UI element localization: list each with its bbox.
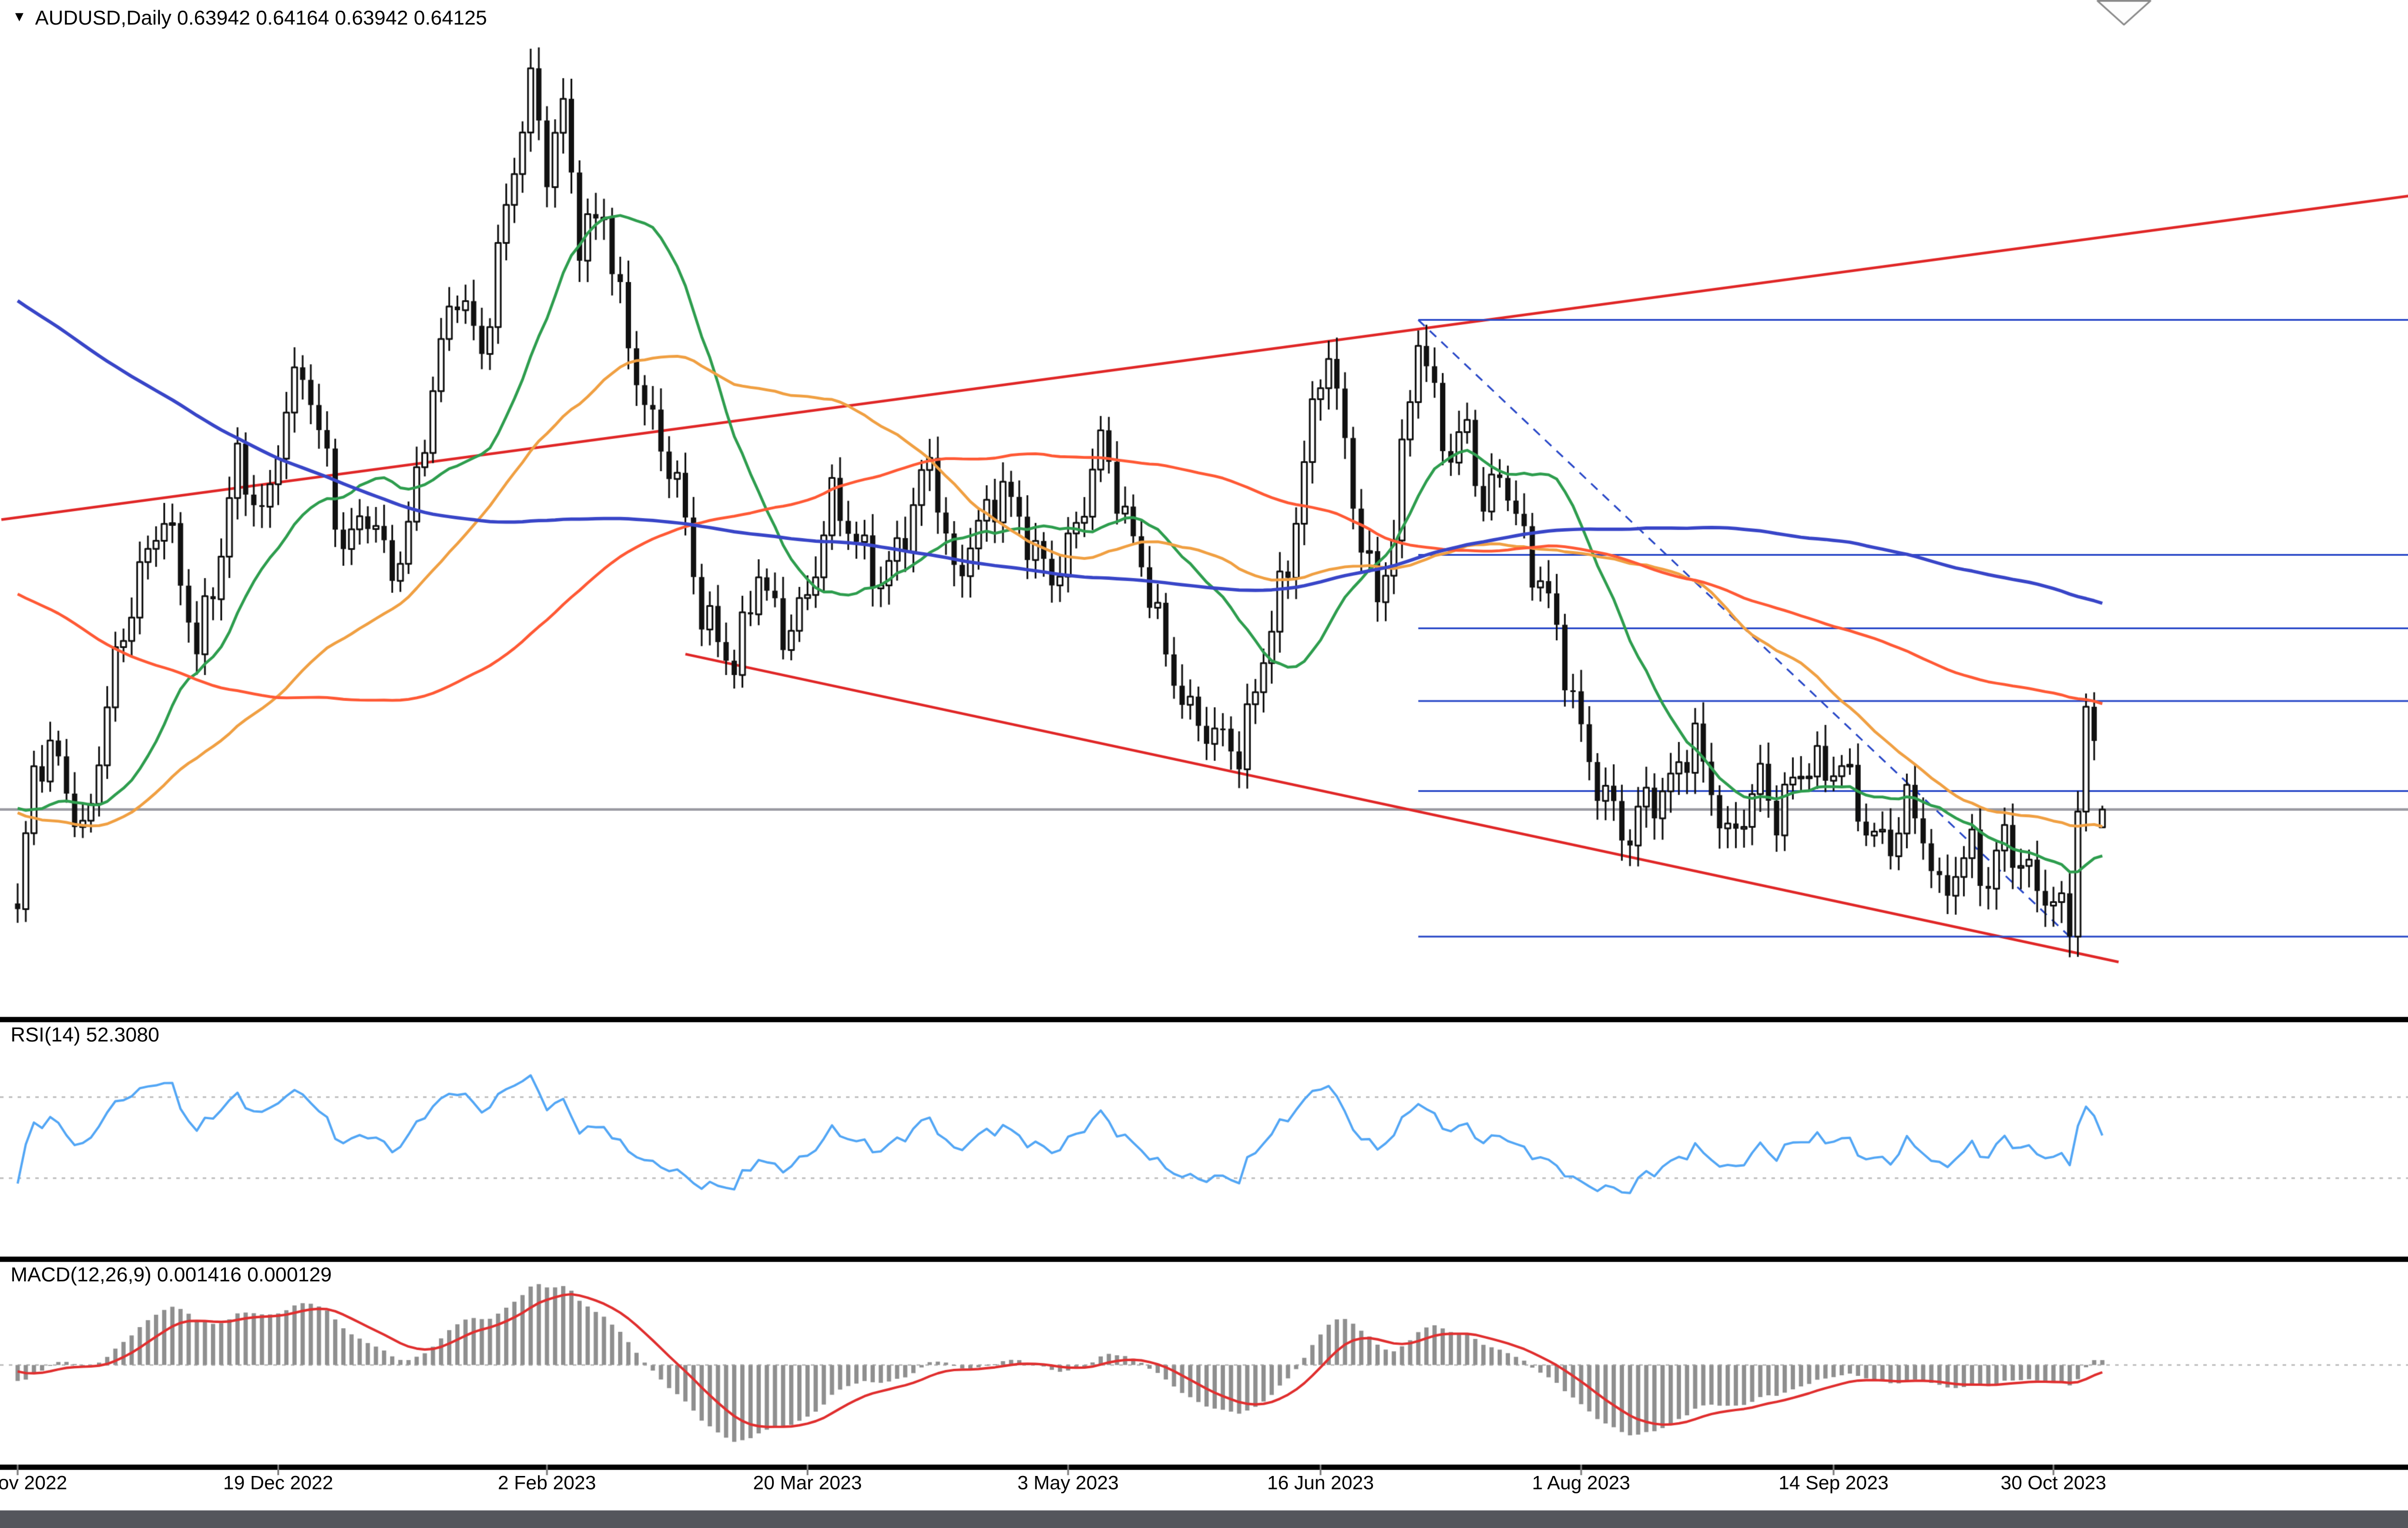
price-chart-canvas[interactable] [0, 0, 2408, 1528]
chart-window: ▼ AUDUSD,Daily 0.63942 0.64164 0.63942 0.… [0, 0, 2408, 1528]
